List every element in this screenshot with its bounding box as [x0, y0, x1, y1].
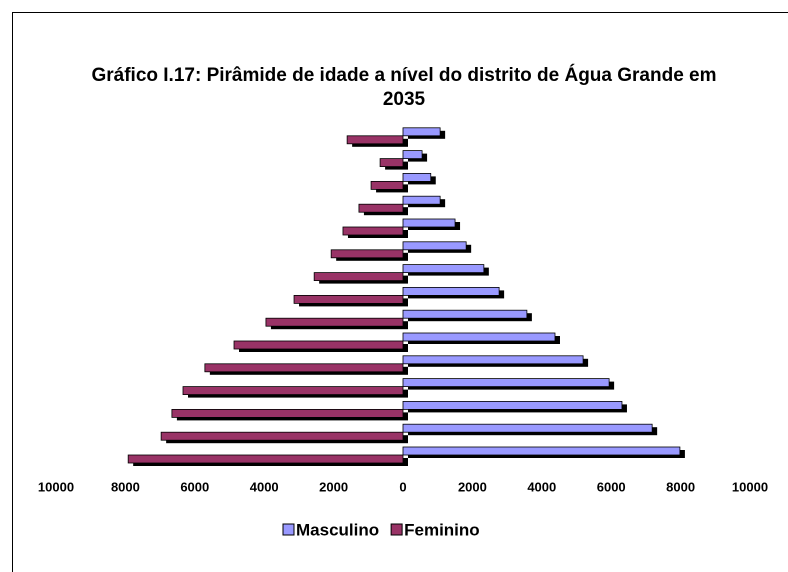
bar	[127, 454, 404, 464]
chart-title: Gráfico I.17: Pirâmide de idade a nível …	[91, 65, 717, 110]
chart-frame	[12, 12, 788, 572]
bar	[402, 172, 432, 182]
x-tick-label: 2000	[319, 479, 348, 494]
x-tick-label: 8000	[111, 479, 140, 494]
x-tick-label: 4000	[527, 479, 556, 494]
bar	[402, 446, 681, 456]
bar	[313, 272, 404, 282]
x-tick-label: 0	[399, 479, 406, 494]
bar	[330, 249, 404, 259]
legend-label: Masculino	[296, 520, 379, 539]
legend-swatch	[390, 523, 403, 536]
x-tick-label: 6000	[180, 479, 209, 494]
bar	[204, 363, 404, 373]
bar	[293, 294, 404, 304]
x-tick-label: 4000	[250, 479, 279, 494]
bar	[233, 340, 404, 350]
x-tick-label: 6000	[597, 479, 626, 494]
bar	[402, 195, 441, 205]
bar	[358, 203, 404, 213]
bar	[379, 158, 404, 168]
bar	[402, 264, 485, 274]
bar	[346, 135, 404, 145]
bar	[402, 241, 467, 251]
bar	[402, 400, 623, 410]
bar	[182, 386, 404, 396]
legend-label: Feminino	[404, 520, 480, 539]
x-tick-label: 10000	[732, 479, 768, 494]
bar	[402, 309, 528, 319]
bar	[402, 423, 653, 433]
bar	[402, 355, 584, 365]
bar	[402, 286, 500, 296]
bar	[342, 226, 404, 236]
bar	[402, 218, 456, 228]
legend-swatch	[282, 523, 295, 536]
bar	[370, 180, 404, 190]
x-tick-label: 8000	[666, 479, 695, 494]
bar	[402, 332, 556, 342]
bar	[402, 127, 441, 137]
x-tick-label: 2000	[458, 479, 487, 494]
bar	[160, 431, 404, 441]
x-tick-label: 10000	[38, 479, 74, 494]
bar	[402, 150, 423, 160]
bar	[171, 408, 404, 418]
bar	[265, 317, 404, 327]
bar	[402, 378, 610, 388]
